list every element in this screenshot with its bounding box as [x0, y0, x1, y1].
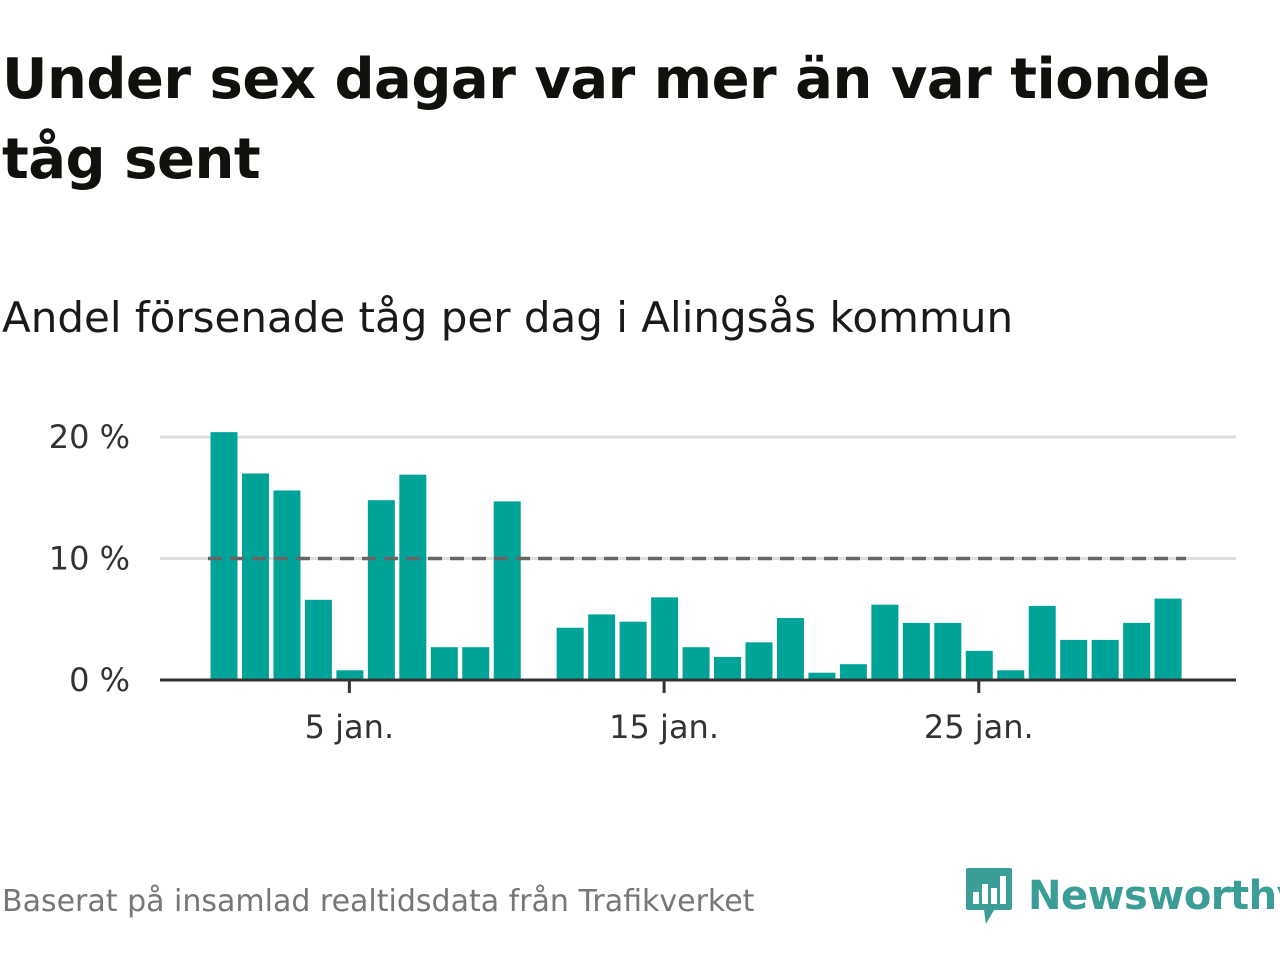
bar	[1154, 598, 1182, 680]
chart-title: Under sex dagar var mer än var tionde tå…	[2, 47, 1210, 192]
brand-logo: Newsworthy	[964, 864, 1280, 928]
bar	[462, 647, 490, 680]
axes: 0 % 10 % 20 % 5 jan. 15 jan. 25 jan.	[49, 418, 1236, 746]
bar	[808, 672, 836, 680]
bar	[273, 490, 301, 680]
bar	[776, 618, 804, 680]
bar	[1028, 605, 1056, 680]
bar	[367, 500, 395, 680]
source-note: Baserat på insamlad realtidsdata från Tr…	[2, 884, 755, 919]
bar	[745, 642, 773, 680]
bar	[430, 647, 458, 680]
y-tick-label: 20 %	[49, 418, 130, 456]
bars	[210, 432, 1182, 680]
bar	[1060, 639, 1088, 680]
bar	[336, 670, 364, 680]
bar	[934, 622, 962, 680]
bar	[304, 599, 332, 680]
bar	[399, 474, 427, 680]
bar	[839, 664, 867, 680]
newsworthy-logo-icon	[966, 868, 1012, 924]
bar	[493, 501, 521, 680]
bar	[682, 647, 710, 680]
x-tick-label: 5 jan.	[305, 708, 394, 746]
bar	[965, 650, 993, 680]
bar	[556, 627, 584, 680]
bar	[651, 597, 679, 680]
grid-lines	[160, 435, 1236, 560]
bar	[619, 621, 647, 680]
bar	[1091, 639, 1119, 680]
bar	[902, 622, 930, 680]
bar	[588, 614, 616, 680]
y-tick-label: 10 %	[49, 540, 130, 578]
x-tick-label: 15 jan.	[609, 708, 719, 746]
bar	[714, 656, 742, 680]
bar-chart: 0 % 10 % 20 % 5 jan. 15 jan. 25 jan.	[49, 418, 1236, 746]
bar	[241, 473, 269, 680]
bar	[210, 432, 238, 680]
bar	[997, 670, 1025, 680]
y-tick-label: 0 %	[69, 661, 130, 699]
bar	[871, 604, 899, 680]
bar	[1123, 622, 1151, 680]
chart-subtitle: Andel försenade tåg per dag i Alingsås k…	[2, 293, 1014, 342]
x-tick-label: 25 jan.	[924, 708, 1034, 746]
brand-name: Newsworthy	[1028, 873, 1280, 919]
